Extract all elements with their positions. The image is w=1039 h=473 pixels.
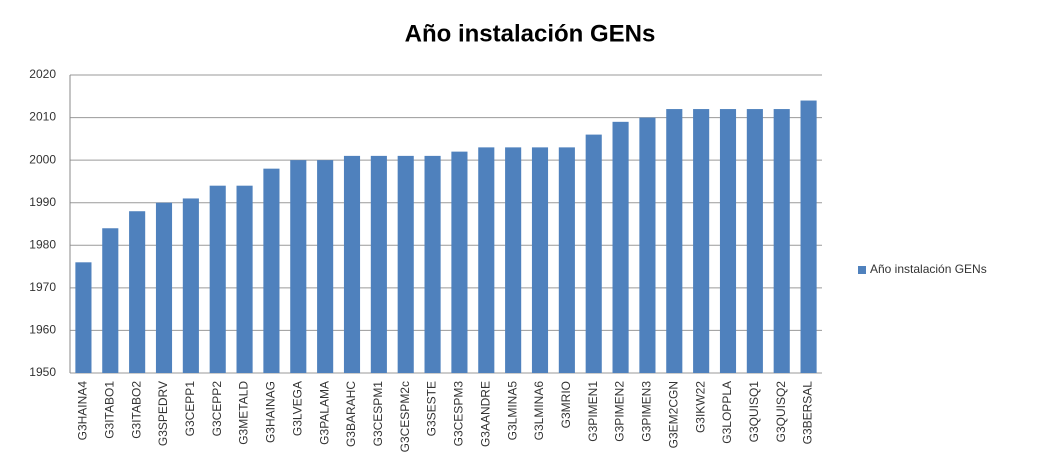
bar	[451, 151, 468, 373]
bar	[102, 228, 119, 373]
x-tick-label: G3CEPP1	[183, 381, 197, 437]
x-tick-label: G3PIMEN3	[640, 381, 654, 442]
y-tick-label: 1960	[29, 323, 56, 337]
bar	[773, 109, 790, 374]
y-tick-label: 2010	[29, 110, 56, 124]
y-tick-label: 1990	[29, 195, 56, 209]
x-tick-label: G3PALAMA	[317, 381, 331, 445]
bar	[693, 109, 710, 374]
y-tick-label: 1980	[29, 237, 56, 251]
bar	[155, 202, 173, 373]
x-tick-label: G3METALD	[237, 381, 251, 445]
x-tick-label: G3LVEGA	[290, 381, 304, 436]
y-tick-label: 1950	[29, 365, 56, 379]
bar	[531, 147, 549, 373]
x-tick-label: G3PIMEN1	[586, 381, 600, 442]
x-tick-label: G3AANDRE	[478, 381, 492, 447]
bar	[505, 147, 522, 373]
bar	[263, 168, 280, 373]
x-tick-label: G3EM2CGN	[666, 381, 680, 448]
bar	[75, 262, 92, 373]
bar	[558, 147, 575, 373]
bar	[719, 109, 737, 374]
x-tick-label: G3HAINAG	[264, 381, 278, 443]
bar	[800, 100, 817, 374]
bar	[666, 109, 683, 374]
bar	[585, 134, 602, 373]
bar	[290, 160, 307, 373]
bar	[209, 185, 226, 373]
x-tick-label: G3QUISQ2	[774, 381, 788, 443]
bar	[746, 109, 763, 374]
y-tick-label: 1970	[29, 280, 56, 294]
x-tick-label: G3CESPM2c	[398, 381, 412, 452]
x-tick-label: G3SESTE	[425, 381, 439, 436]
x-tick-label: G3CESPM1	[371, 381, 385, 447]
x-tick-label: G3LMINA6	[532, 381, 546, 441]
x-tick-label: G3BERSAL	[801, 381, 815, 445]
x-tick-label: G3QUISQ1	[747, 381, 761, 443]
x-tick-label: G3CESPM3	[452, 381, 466, 447]
x-tick-label: G3HAINA4	[76, 381, 90, 441]
x-tick-label: G3LMINA5	[505, 381, 519, 441]
x-tick-label: G3MRIO	[559, 381, 573, 428]
x-tick-label: G3SPEDRV	[156, 381, 170, 446]
y-tick-label: 2000	[29, 152, 56, 166]
x-tick-label: G3LOPPLA	[720, 381, 734, 444]
bar	[236, 185, 253, 373]
bar	[639, 117, 656, 373]
bar	[129, 211, 146, 373]
bar	[182, 198, 199, 373]
bar	[612, 121, 629, 373]
legend-swatch	[858, 266, 866, 274]
bar	[478, 147, 495, 373]
bar	[317, 160, 334, 373]
bar	[343, 155, 361, 373]
x-tick-label: G3CEPP2	[210, 381, 224, 437]
legend-label: Año instalación GENs	[870, 262, 987, 276]
x-tick-label: G3PIMEN2	[613, 381, 627, 442]
bar	[370, 155, 387, 373]
bar	[424, 155, 441, 373]
x-tick-label: G3BARAHC	[344, 381, 358, 447]
x-tick-label: G3ITABO2	[129, 381, 143, 439]
x-tick-label: G3IKW22	[693, 381, 707, 433]
x-tick-label: G3ITABO1	[102, 381, 116, 439]
chart-title: Año instalación GENs	[405, 20, 656, 47]
bar	[397, 155, 414, 373]
y-tick-label: 2020	[29, 67, 56, 81]
